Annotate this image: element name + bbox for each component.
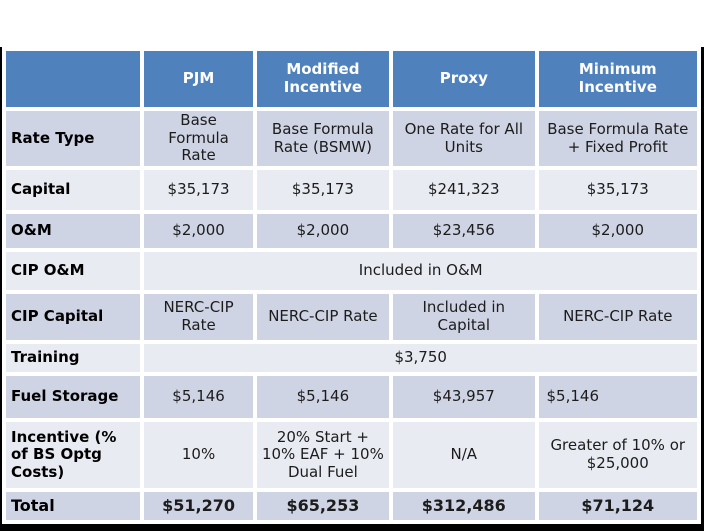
- column-header-modified-incentive: Modified Incentive: [256, 51, 390, 107]
- row-label-fuel-storage: Fuel Storage: [6, 376, 141, 419]
- cell-incentive-proxy: N/A: [393, 422, 535, 489]
- cell-capital-proxy: $241,323: [393, 170, 535, 211]
- cell-capital-modified-incentive: $35,173: [256, 170, 390, 211]
- cell-cip-capital-proxy: Included in Capital: [393, 294, 535, 341]
- row-label-incentive: Incentive (% of BS Optg Costs): [6, 422, 141, 489]
- row-label-total: Total: [6, 492, 141, 521]
- row-label-om: O&M: [6, 214, 141, 249]
- cell-fuel-storage-pjm: $5,146: [144, 376, 253, 419]
- slide-canvas: PJM Modified Incentive Proxy Minimum Inc…: [0, 47, 704, 531]
- cell-total-minimum-incentive: $71,124: [538, 492, 697, 521]
- table-row-rate-type: Rate Type Base Formula Rate Base Formula…: [6, 111, 697, 167]
- cell-cip-om-merged: Included in O&M: [144, 252, 697, 291]
- cell-total-proxy: $312,486: [393, 492, 535, 521]
- table-row-cip-om: CIP O&M Included in O&M: [6, 252, 697, 291]
- cell-fuel-storage-minimum-incentive: $5,146: [538, 376, 697, 419]
- column-header-proxy: Proxy: [393, 51, 535, 107]
- cell-cip-capital-minimum-incentive: NERC-CIP Rate: [538, 294, 697, 341]
- table-row-total: Total $51,270 $65,253 $312,486 $71,124: [6, 492, 697, 521]
- cell-rate-type-proxy: One Rate for All Units: [393, 111, 535, 167]
- cell-rate-type-minimum-incentive: Base Formula Rate + Fixed Profit: [538, 111, 697, 167]
- header-row: PJM Modified Incentive Proxy Minimum Inc…: [6, 51, 697, 107]
- cell-cip-capital-modified-incentive: NERC-CIP Rate: [256, 294, 390, 341]
- row-label-rate-type: Rate Type: [6, 111, 141, 167]
- column-header-pjm: PJM: [144, 51, 253, 107]
- column-header-blank: [6, 51, 141, 107]
- table-row-om: O&M $2,000 $2,000 $23,456 $2,000: [6, 214, 697, 249]
- cost-comparison-table: PJM Modified Incentive Proxy Minimum Inc…: [2, 47, 701, 525]
- table-row-cip-capital: CIP Capital NERC-CIP Rate NERC-CIP Rate …: [6, 294, 697, 341]
- table-row-fuel-storage: Fuel Storage $5,146 $5,146 $43,957 $5,14…: [6, 376, 697, 419]
- cell-om-minimum-incentive: $2,000: [538, 214, 697, 249]
- row-label-training: Training: [6, 344, 141, 373]
- cell-capital-minimum-incentive: $35,173: [538, 170, 697, 211]
- cell-cip-capital-pjm: NERC-CIP Rate: [144, 294, 253, 341]
- table-row-capital: Capital $35,173 $35,173 $241,323 $35,173: [6, 170, 697, 211]
- cell-incentive-pjm: 10%: [144, 422, 253, 489]
- cell-incentive-modified-incentive: 20% Start + 10% EAF + 10% Dual Fuel: [256, 422, 390, 489]
- table-row-training: Training $3,750: [6, 344, 697, 373]
- cell-om-proxy: $23,456: [393, 214, 535, 249]
- cell-rate-type-pjm: Base Formula Rate: [144, 111, 253, 167]
- cell-training-merged: $3,750: [144, 344, 697, 373]
- cell-rate-type-modified-incentive: Base Formula Rate (BSMW): [256, 111, 390, 167]
- cell-total-modified-incentive: $65,253: [256, 492, 390, 521]
- row-label-cip-capital: CIP Capital: [6, 294, 141, 341]
- cell-incentive-minimum-incentive: Greater of 10% or $25,000: [538, 422, 697, 489]
- cell-om-modified-incentive: $2,000: [256, 214, 390, 249]
- cell-om-pjm: $2,000: [144, 214, 253, 249]
- cell-capital-pjm: $35,173: [144, 170, 253, 211]
- cell-fuel-storage-modified-incentive: $5,146: [256, 376, 390, 419]
- cell-fuel-storage-proxy: $43,957: [393, 376, 535, 419]
- cost-comparison-table-frame: PJM Modified Incentive Proxy Minimum Inc…: [0, 47, 704, 531]
- column-header-minimum-incentive: Minimum Incentive: [538, 51, 697, 107]
- table-row-incentive: Incentive (% of BS Optg Costs) 10% 20% S…: [6, 422, 697, 489]
- row-label-cip-om: CIP O&M: [6, 252, 141, 291]
- cell-total-pjm: $51,270: [144, 492, 253, 521]
- row-label-capital: Capital: [6, 170, 141, 211]
